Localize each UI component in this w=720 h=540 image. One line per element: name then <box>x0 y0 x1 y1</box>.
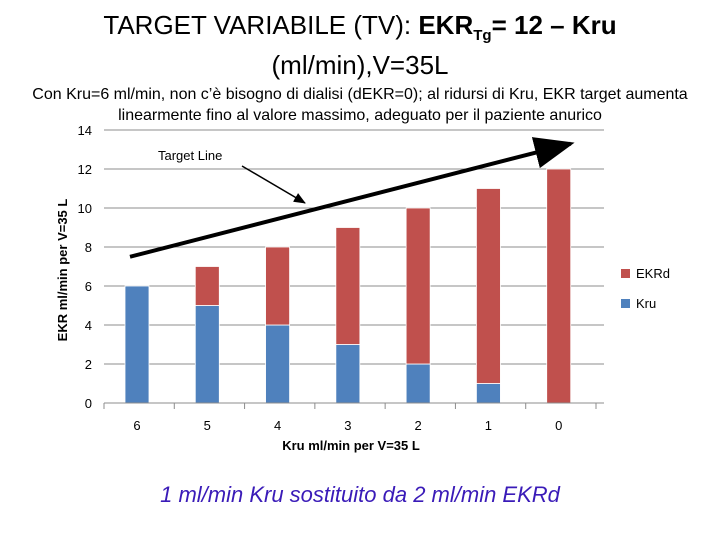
footer-caption: 1 ml/min Kru sostituito da 2 ml/min EKRd <box>160 482 560 507</box>
x-tick-label: 1 <box>485 418 492 433</box>
legend-label-kru: Kru <box>636 296 656 311</box>
bar-kru-1 <box>476 383 501 404</box>
title-bold: EKR <box>418 10 474 40</box>
x-tick-label: 6 <box>133 418 140 433</box>
bar-ekrd-3 <box>335 227 361 345</box>
bar-ekrd-4 <box>265 246 290 326</box>
y-tick-label: 6 <box>85 279 92 294</box>
bar-ekrd-0 <box>546 168 572 404</box>
x-tick-label: 5 <box>204 418 211 433</box>
x-tick-label: 2 <box>415 418 422 433</box>
legend-swatch-kru <box>621 299 630 308</box>
y-tick-label: 8 <box>85 240 92 255</box>
target-line-annotation: Target Line <box>158 148 222 163</box>
x-tick-label: 0 <box>555 418 562 433</box>
annotation-pointer-arrow <box>241 165 306 204</box>
y-tick-label: 12 <box>78 162 92 177</box>
axes-group <box>103 402 604 409</box>
title-prefix: TARGET VARIABILE (TV): <box>103 10 419 40</box>
target-line-arrow <box>129 137 575 259</box>
x-tick-label: 4 <box>274 418 281 433</box>
bar-kru-6 <box>124 285 150 404</box>
bar-kru-4 <box>265 324 290 404</box>
y-axis-label: EKR ml/min per V=35 L <box>55 199 70 342</box>
x-tick-label: 3 <box>344 418 351 433</box>
description-text: Con Kru=6 ml/min, non c’è bisogno di dia… <box>32 86 688 124</box>
bar-kru-3 <box>335 344 361 404</box>
y-tick-label: 10 <box>78 201 92 216</box>
title-subscript: Tg <box>473 27 492 44</box>
page-title-line2: (ml/min),V=35L <box>271 50 449 80</box>
legend: EKRd Kru <box>621 266 670 311</box>
y-tick-label: 0 <box>85 396 92 411</box>
legend-label-ekrd: EKRd <box>636 266 670 281</box>
bar-kru-2 <box>405 363 431 404</box>
bar-kru-5 <box>194 305 220 404</box>
y-tick-label: 14 <box>78 123 92 138</box>
x-axis-label: Kru ml/min per V=35 L <box>282 438 420 453</box>
page-title: TARGET VARIABILE (TV): EKRTg= 12 – Kru <box>0 10 720 51</box>
bar-ekrd-2 <box>405 207 431 365</box>
y-tick-label: 2 <box>85 357 92 372</box>
bar-ekrd-5 <box>194 266 220 306</box>
y-tick-label: 4 <box>85 318 92 333</box>
title-rest: = 12 – Kru <box>491 10 617 40</box>
legend-swatch-ekrd <box>621 269 630 278</box>
bar-ekrd-1 <box>476 188 501 384</box>
